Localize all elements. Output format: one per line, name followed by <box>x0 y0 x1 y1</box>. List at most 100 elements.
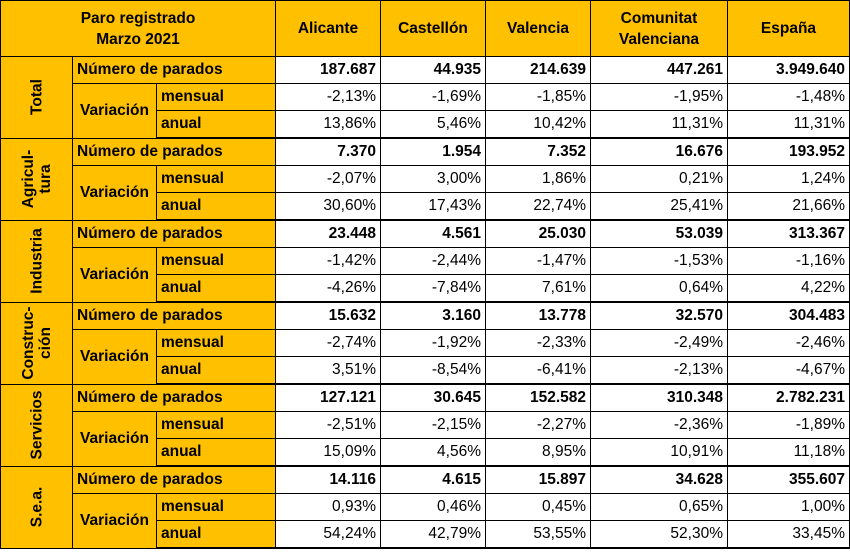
table-row: anual 15,09% 4,56% 8,95% 10,91% 11,18% <box>1 438 850 467</box>
table-row: anual 54,24% 42,79% 53,55% 52,30% 33,45% <box>1 520 850 549</box>
parados-label: Número de parados <box>72 56 276 84</box>
mensual-value-espana: -1,16% <box>727 247 850 275</box>
mensual-value-castellon: -2,44% <box>380 247 486 275</box>
parados-value-castellon: 3.160 <box>380 301 486 330</box>
table-row: Industria Número de parados 23.448 4.561 25.… <box>0 219 850 303</box>
mensual-label: mensual <box>156 83 276 111</box>
variacion-label: Variación <box>72 411 157 467</box>
anual-value-castellon: -7,84% <box>380 274 486 303</box>
mensual-label: mensual <box>156 165 276 193</box>
sector-label: S.e.a. <box>0 465 73 549</box>
sector-label-line1: Construc- <box>19 306 37 380</box>
anual-label: anual <box>156 110 276 139</box>
anual-label: anual <box>156 356 276 385</box>
table-row: Construc-ción Número de parados 15.632 3.16… <box>0 301 850 385</box>
parados-value-alicante: 23.448 <box>275 219 381 248</box>
anual-value-espana: -4,67% <box>727 356 850 385</box>
mensual-value-valencia: 1,86% <box>485 165 591 193</box>
table-row: Servicios Número de parados 127.121 30.645 1… <box>0 383 850 467</box>
mensual-value-alicante: -2,07% <box>275 165 381 193</box>
table-row: Agricul-tura Número de parados 7.370 1.954 7… <box>0 137 850 221</box>
table-row: anual 30,60% 17,43% 22,74% 25,41% 21,66% <box>1 192 850 221</box>
anual-value-valencia: 22,74% <box>485 192 591 221</box>
parados-label: Número de parados <box>72 301 276 330</box>
anual-value-castellon: 4,56% <box>380 438 486 467</box>
anual-label: anual <box>156 274 276 303</box>
table-row: S.e.a. Número de parados 14.116 4.615 15.897… <box>0 465 850 549</box>
mensual-value-espana: -2,46% <box>727 329 850 357</box>
mensual-value-alicante: -2,51% <box>275 411 381 439</box>
parados-value-alicante: 15.632 <box>275 301 381 330</box>
anual-value-espana: 11,31% <box>727 110 850 139</box>
table-row: Variación mensual 0,93% 0,46% 0,45% 0,65% 1,00… <box>1 493 850 549</box>
anual-value-espana: 33,45% <box>727 520 850 549</box>
anual-value-valencia: -6,41% <box>485 356 591 385</box>
anual-value-comunitat-valenciana: -2,13% <box>590 356 728 385</box>
variacion-label: Variación <box>72 329 157 385</box>
parados-value-comunitat-valenciana: 32.570 <box>590 301 728 330</box>
mensual-label: mensual <box>156 247 276 275</box>
mensual-value-castellon: 3,00% <box>380 165 486 193</box>
table-row: Total Número de parados 187.687 44.935 214.6… <box>0 56 850 139</box>
anual-value-comunitat-valenciana: 0,64% <box>590 274 728 303</box>
mensual-label: mensual <box>156 411 276 439</box>
anual-value-castellon: 42,79% <box>380 520 486 549</box>
mensual-value-comunitat-valenciana: -1,53% <box>590 247 728 275</box>
parados-value-valencia: 13.778 <box>485 301 591 330</box>
anual-value-espana: 21,66% <box>727 192 850 221</box>
parados-value-espana: 355.607 <box>727 465 850 494</box>
anual-label: anual <box>156 438 276 467</box>
sector-label-line1: Servicios <box>28 390 45 460</box>
anual-value-alicante: 13,86% <box>275 110 381 139</box>
anual-value-espana: 4,22% <box>727 274 850 303</box>
mensual-value-alicante: 0,93% <box>275 493 381 521</box>
parados-value-valencia: 7.352 <box>485 137 591 166</box>
mensual-value-castellon: 0,46% <box>380 493 486 521</box>
mensual-value-espana: 1,24% <box>727 165 850 193</box>
parados-value-valencia: 25.030 <box>485 219 591 248</box>
parados-label: Número de parados <box>72 465 276 494</box>
table-row: Variación mensual -1,42% -2,44% -1,47% -1,53%… <box>1 247 850 303</box>
mensual-value-valencia: 0,45% <box>485 493 591 521</box>
column-header-castellon: Castellón <box>380 0 486 57</box>
mensual-value-comunitat-valenciana: -1,95% <box>590 83 728 111</box>
parados-value-castellon: 4.561 <box>380 219 486 248</box>
variacion-label: Variación <box>72 493 157 549</box>
parados-value-comunitat-valenciana: 53.039 <box>590 219 728 248</box>
parados-label: Número de parados <box>72 383 276 412</box>
mensual-value-espana: -1,48% <box>727 83 850 111</box>
mensual-value-valencia: -2,27% <box>485 411 591 439</box>
mensual-value-comunitat-valenciana: 0,21% <box>590 165 728 193</box>
anual-label: anual <box>156 192 276 221</box>
sector-label-line1: Industria <box>28 228 45 294</box>
parados-value-castellon: 44.935 <box>380 56 486 84</box>
parados-value-castellon: 1.954 <box>380 137 486 166</box>
anual-value-comunitat-valenciana: 10,91% <box>590 438 728 467</box>
column-header-valencia: Valencia <box>485 0 591 57</box>
anual-value-espana: 11,18% <box>727 438 850 467</box>
parados-value-alicante: 187.687 <box>275 56 381 84</box>
mensual-value-valencia: -2,33% <box>485 329 591 357</box>
parados-value-espana: 313.367 <box>727 219 850 248</box>
sector-label: Construc-ción <box>0 301 73 385</box>
parados-label: Número de parados <box>72 137 276 166</box>
parados-value-alicante: 7.370 <box>275 137 381 166</box>
sector-label: Total <box>0 56 73 139</box>
anual-value-alicante: -4,26% <box>275 274 381 303</box>
anual-value-valencia: 10,42% <box>485 110 591 139</box>
parados-label: Número de parados <box>72 219 276 248</box>
anual-value-valencia: 8,95% <box>485 438 591 467</box>
anual-value-comunitat-valenciana: 25,41% <box>590 192 728 221</box>
table-title: Paro registrado Marzo 2021 <box>0 0 276 57</box>
mensual-value-alicante: -1,42% <box>275 247 381 275</box>
table-row: Variación mensual -2,07% 3,00% 1,86% 0,21% 1,2… <box>1 165 850 221</box>
parados-value-valencia: 214.639 <box>485 56 591 84</box>
sector-label-line2: ción <box>36 327 54 359</box>
parados-value-valencia: 152.582 <box>485 383 591 412</box>
parados-value-espana: 193.952 <box>727 137 850 166</box>
anual-value-alicante: 54,24% <box>275 520 381 549</box>
anual-value-comunitat-valenciana: 52,30% <box>590 520 728 549</box>
variacion-label: Variación <box>72 83 157 139</box>
anual-value-castellon: 5,46% <box>380 110 486 139</box>
